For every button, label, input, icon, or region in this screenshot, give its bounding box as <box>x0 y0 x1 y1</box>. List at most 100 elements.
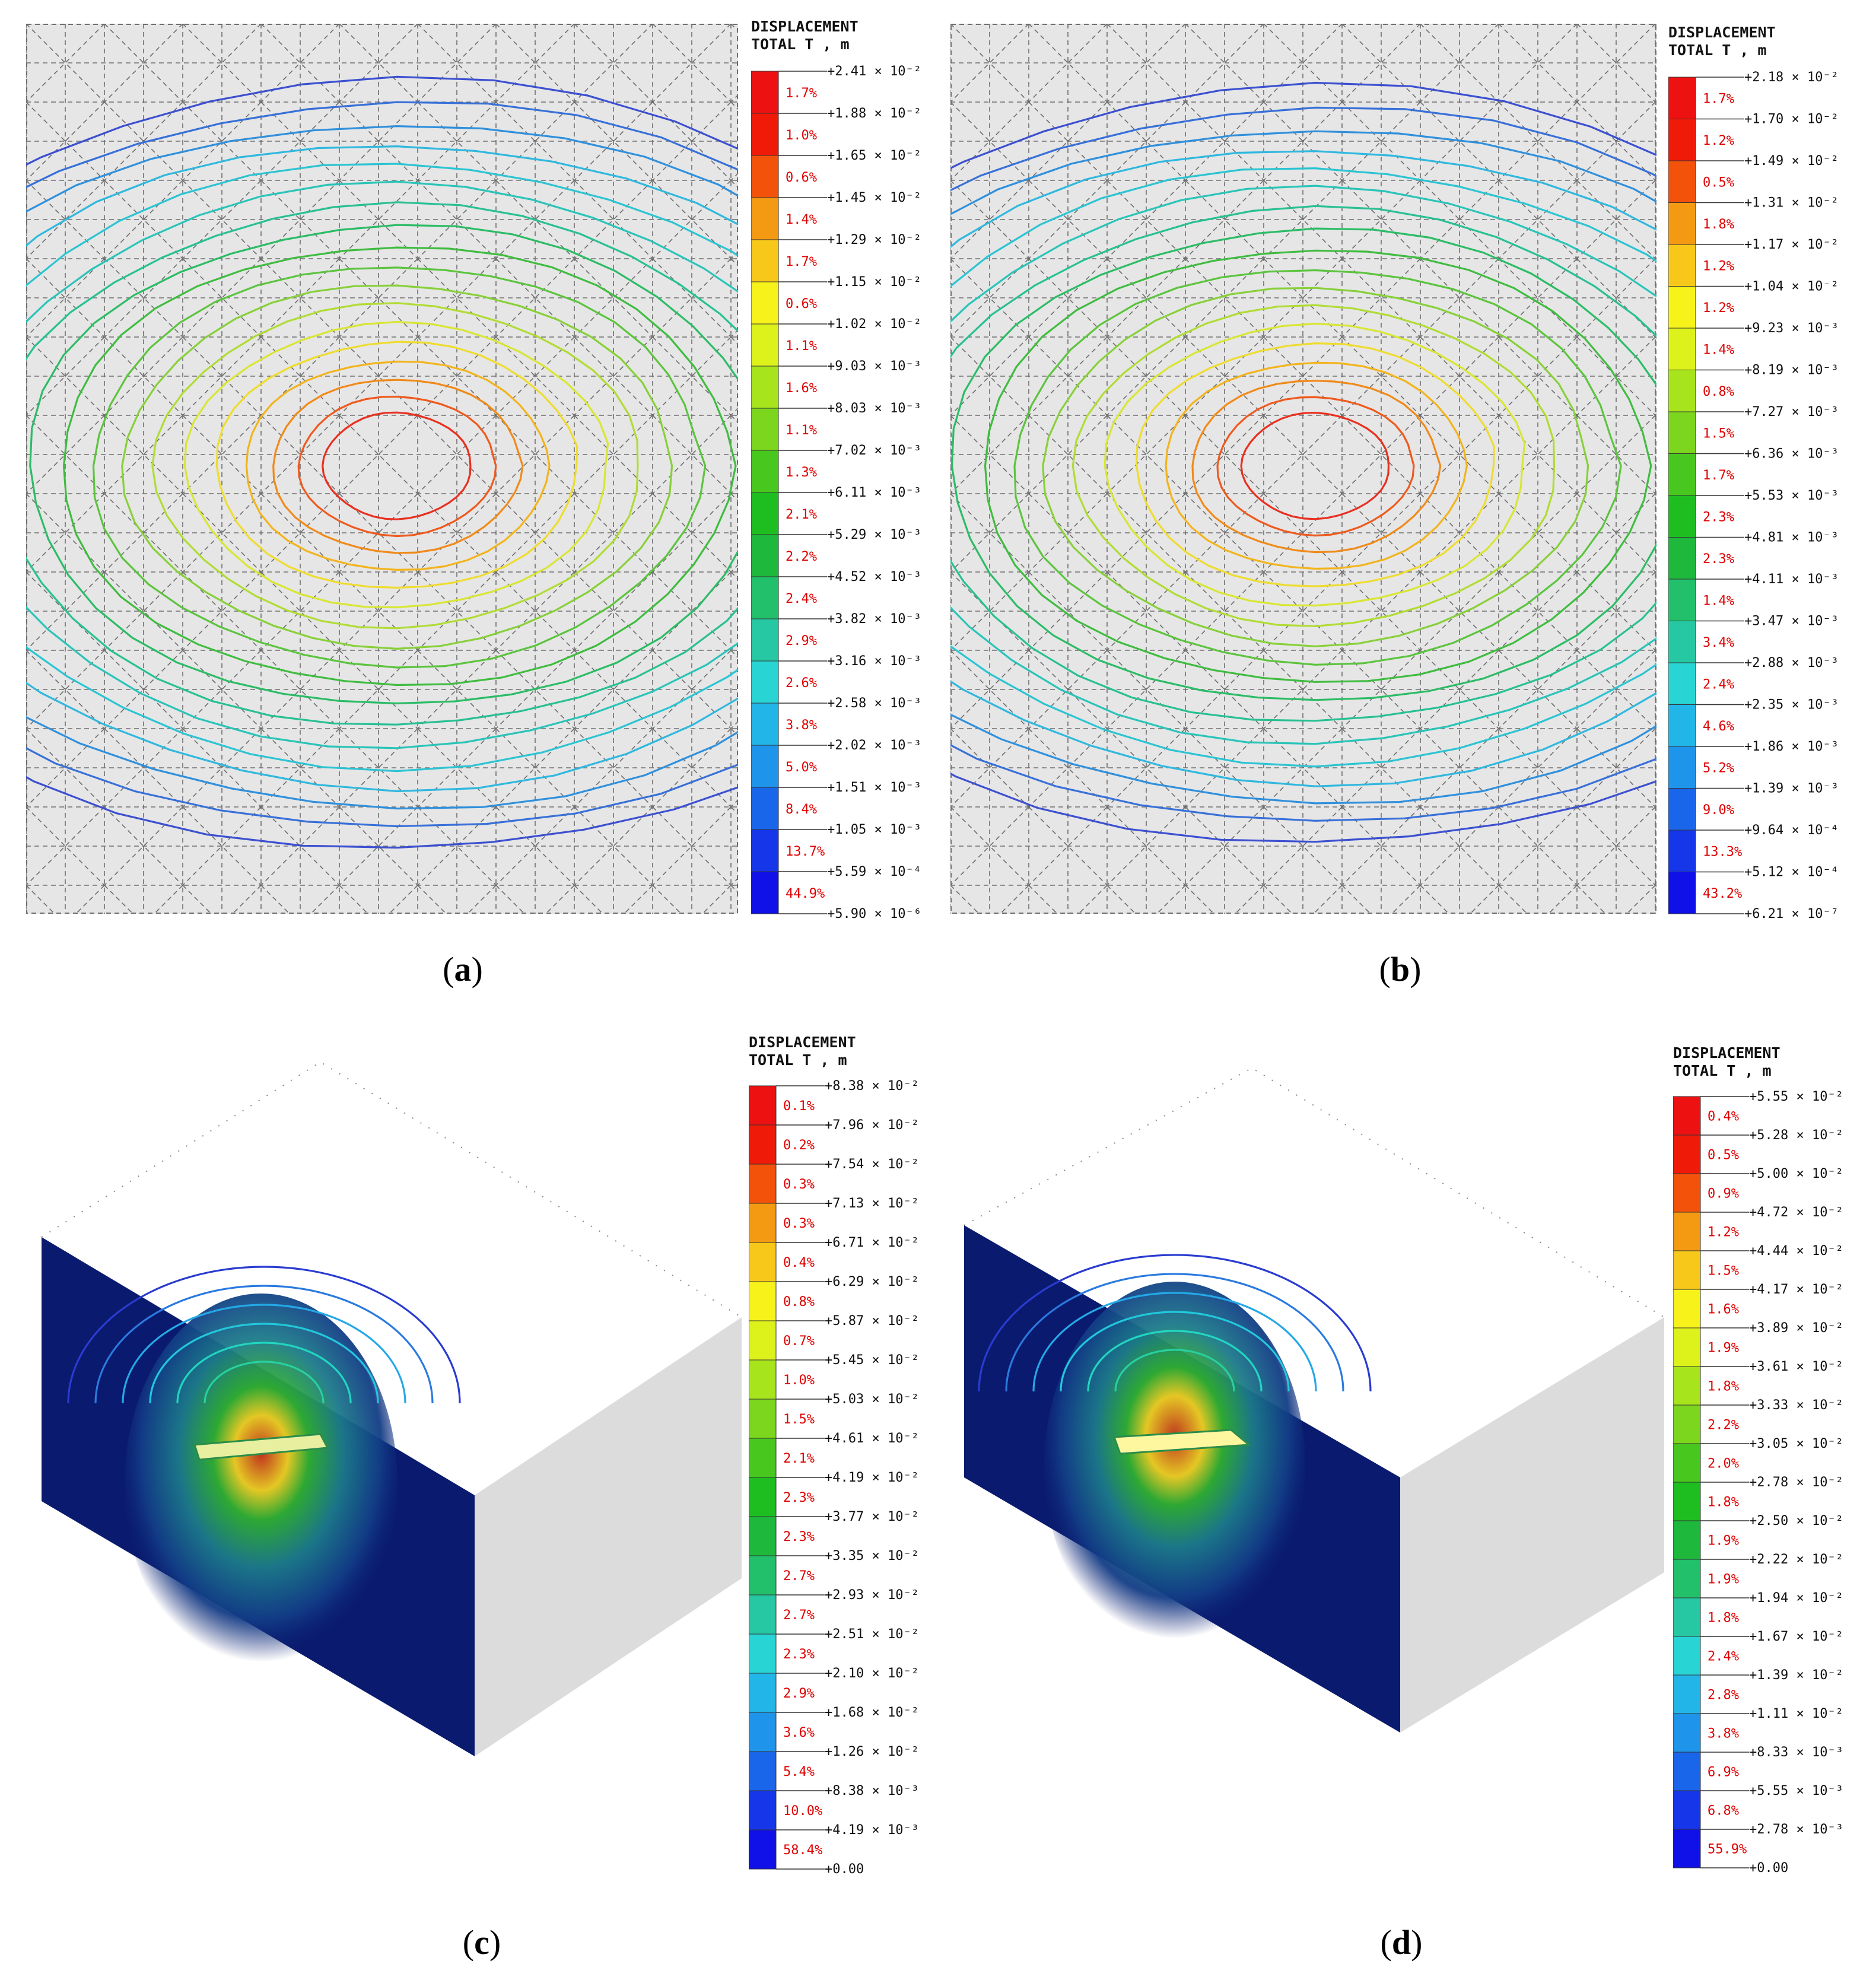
legend-color-band <box>749 1829 777 1870</box>
contour-line <box>950 227 1656 701</box>
mesh-diagonal <box>1420 728 1499 808</box>
legend-percent: 2.7% <box>783 1569 815 1584</box>
legend-color-band <box>749 1438 777 1478</box>
legend-value: +3.35 × 10⁻² <box>825 1549 919 1563</box>
contour-line <box>950 130 1656 805</box>
color-legend-a: DISPLACEMENT TOTAL T , m 1.7% 1.0% 0.6% 1.4… <box>751 18 929 920</box>
mesh-diagonal <box>104 493 183 573</box>
mesh-diagonal <box>950 493 1029 573</box>
legend-color-band <box>751 239 779 282</box>
mesh-diagonal <box>1576 258 1656 338</box>
mesh-diagonal <box>1028 180 1108 259</box>
caption-b: (b) <box>1379 950 1422 989</box>
surface-contour <box>1032 1292 1317 1392</box>
mesh-diagonal <box>1185 336 1264 416</box>
mesh-diagonal <box>950 24 1029 103</box>
legend-percent: 2.4% <box>786 592 817 606</box>
mesh-diagonal <box>1263 493 1343 573</box>
mesh-diagonal <box>1185 885 1215 914</box>
mesh-diagonal <box>652 180 732 259</box>
mesh-diagonal <box>1420 650 1499 729</box>
mesh-diagonal <box>260 728 340 808</box>
mesh-diagonal <box>1498 885 1528 914</box>
contour-line <box>950 81 1656 843</box>
mesh-diagonal <box>495 885 526 914</box>
legend-color-band <box>1668 579 1696 621</box>
contour-line <box>950 167 1656 768</box>
mesh-diagonal <box>574 101 653 181</box>
mesh-diagonal <box>1106 258 1186 338</box>
legend-value: +1.88 × 10⁻² <box>827 106 921 121</box>
mesh-diagonal <box>26 258 105 338</box>
mesh-diagonal <box>182 806 262 886</box>
legend-scale: 1.7% 1.0% 0.6% 1.4% 1.7% 0.6% 1.1% 1.6% 1.1% 1.3%… <box>751 65 921 920</box>
mesh-diagonal <box>1469 885 1499 914</box>
legend-subtitle: TOTAL T , m <box>749 1051 847 1069</box>
mesh-diagonal <box>104 101 183 181</box>
displacement-plume <box>125 1293 398 1673</box>
mesh-diagonal <box>1028 728 1108 808</box>
legend-value: +2.78 × 10⁻³ <box>1749 1822 1843 1837</box>
legend-color-band <box>1668 704 1696 747</box>
mesh-diagonal <box>1263 728 1343 808</box>
legend-percent: 44.9% <box>786 886 825 901</box>
legend-value: +2.35 × 10⁻³ <box>1744 698 1839 713</box>
legend-value: +5.90 × 10⁻⁶ <box>827 907 921 920</box>
mesh-diagonal <box>182 493 262 573</box>
mesh-diagonal <box>652 336 732 416</box>
legend-value: +1.67 × 10⁻² <box>1749 1629 1843 1644</box>
legend-color-band <box>1668 662 1696 705</box>
mesh-diagonal <box>1028 885 1058 914</box>
legend-percent: 1.5% <box>1708 1263 1739 1278</box>
contour-line <box>121 284 673 650</box>
mesh-diagonal <box>104 258 183 338</box>
mesh-diagonal <box>1263 180 1343 259</box>
mesh-diagonal <box>26 806 105 886</box>
mesh-diagonal <box>1576 101 1656 181</box>
mesh-diagonal <box>339 415 418 494</box>
mesh-diagonal <box>1341 180 1421 259</box>
mesh-diagonal <box>1077 885 1108 914</box>
legend-percent: 1.4% <box>1703 343 1734 358</box>
legend-percent: 1.5% <box>783 1412 815 1427</box>
mesh-diagonal <box>652 728 732 808</box>
mesh-diagonal <box>999 885 1029 914</box>
mesh-diagonal <box>1498 258 1578 338</box>
mesh-diagonal <box>1106 728 1186 808</box>
mesh-diagonal <box>1028 258 1108 338</box>
mesh-diagonal <box>104 24 183 103</box>
legend-color-band <box>751 576 779 619</box>
legend-percent: 10.0% <box>783 1804 822 1819</box>
mesh-diagonal <box>652 650 732 729</box>
mesh-diagonal <box>495 728 575 808</box>
mesh-diagonal <box>1498 180 1578 259</box>
mesh-diagonal <box>26 180 105 259</box>
mesh-diagonal <box>1498 650 1578 729</box>
mesh-diagonal <box>417 415 497 494</box>
mesh-diagonal <box>652 101 732 181</box>
mesh-diagonal <box>1106 571 1186 651</box>
legend-value: +8.33 × 10⁻³ <box>1749 1745 1843 1760</box>
mesh-diagonal <box>495 336 575 416</box>
mesh-diagonal <box>652 493 732 573</box>
legend-color-band <box>1673 1790 1701 1830</box>
mesh-diagonal <box>417 885 447 914</box>
mesh-diagonal <box>1185 806 1264 886</box>
mesh-diagonal <box>495 258 575 338</box>
mesh-diagonal <box>1498 728 1578 808</box>
mesh-diagonal <box>339 180 418 259</box>
mesh-diagonal <box>1028 493 1108 573</box>
legend-color-band <box>751 450 779 493</box>
legend-value: +5.12 × 10⁻⁴ <box>1744 865 1839 880</box>
legend-color-band <box>749 1359 777 1400</box>
legend-color-band <box>1668 788 1696 831</box>
legend-color-band <box>751 366 779 409</box>
mesh-diagonal <box>26 180 105 259</box>
mesh-diagonal <box>1028 415 1108 494</box>
legend-color-band <box>749 1085 777 1126</box>
legend-value: +1.68 × 10⁻² <box>825 1705 919 1720</box>
mesh-diagonal <box>574 258 653 338</box>
mesh-diagonal <box>574 806 653 886</box>
color-legend-b: DISPLACEMENT TOTAL T , m 1.7% 1.2% 0.5% 1.8… <box>1668 24 1858 920</box>
legend-percent: 1.2% <box>1708 1225 1739 1240</box>
